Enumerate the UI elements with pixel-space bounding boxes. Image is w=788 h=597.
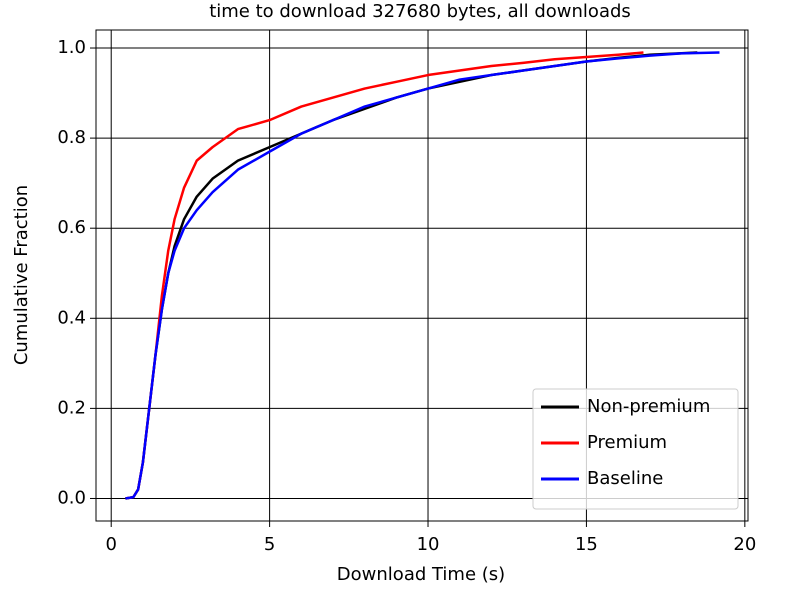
y-axis-label: Cumulative Fraction bbox=[11, 185, 32, 365]
x-tick-label: 0 bbox=[105, 534, 116, 555]
y-tick-label: 0.2 bbox=[57, 397, 86, 418]
y-tick-label: 1.0 bbox=[57, 37, 86, 58]
chart-title: time to download 327680 bytes, all downl… bbox=[209, 1, 631, 22]
legend-box bbox=[532, 388, 739, 510]
x-axis-label: Download Time (s) bbox=[337, 564, 505, 585]
y-tick-label: 0.8 bbox=[57, 127, 86, 148]
plot-frame bbox=[95, 29, 749, 522]
x-tick-label: 20 bbox=[733, 534, 756, 555]
y-tick-label: 0.0 bbox=[57, 487, 86, 508]
series-line bbox=[125, 51, 720, 500]
legend-label: Baseline bbox=[587, 468, 663, 489]
x-tick-label: 5 bbox=[264, 534, 275, 555]
y-tick-label: 0.6 bbox=[57, 217, 86, 238]
legend-label: Non-premium bbox=[587, 396, 710, 417]
legend: Non-premium Premium Baseline bbox=[532, 388, 739, 510]
x-tick-label: 10 bbox=[417, 534, 440, 555]
y-tick-label: 0.4 bbox=[57, 307, 86, 328]
legend-label: Premium bbox=[587, 432, 667, 453]
x-tick-label: 15 bbox=[575, 534, 598, 555]
